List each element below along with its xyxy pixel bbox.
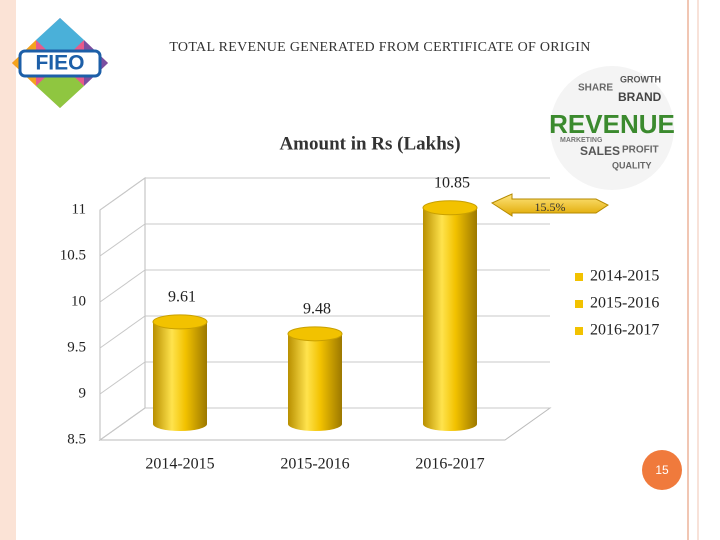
cloud-word: GROWTH [620, 74, 661, 84]
left-border [0, 0, 16, 540]
grid-line [99, 407, 550, 441]
cloud-word: SALES [580, 144, 620, 158]
bar [423, 207, 477, 431]
legend-label: 2016-2017 [590, 322, 659, 339]
y-tick-label: 10.5 [60, 247, 86, 263]
x-tick-label: 2015-2016 [280, 456, 349, 473]
cloud-word: QUALITY [612, 160, 652, 170]
word-cloud: SHARE GROWTH BRAND REVENUE SALES PROFIT … [549, 66, 675, 190]
y-tick-label: 11 [72, 201, 86, 217]
grid-line [99, 315, 550, 349]
cloud-word: REVENUE [549, 109, 675, 139]
legend-swatch [575, 273, 583, 281]
y-tick-label: 10 [71, 293, 86, 309]
grid-line [99, 223, 550, 257]
y-tick-label: 9 [79, 385, 87, 401]
annotation: 15.5% [535, 200, 566, 214]
bar-cap [287, 326, 343, 342]
logo-text: FIEO [35, 52, 84, 75]
grid-line [99, 177, 550, 211]
data-label: 10.85 [434, 174, 470, 191]
cloud-word: SHARE [578, 83, 613, 94]
data-label: 9.48 [303, 301, 331, 318]
grid-line [99, 269, 550, 303]
x-tick-label: 2016-2017 [415, 456, 484, 473]
cloud-word: PROFIT [622, 145, 659, 156]
legend-label: 2014-2015 [590, 268, 659, 285]
cloud-word: BRAND [618, 90, 662, 104]
grid-line [99, 361, 550, 395]
chart-title: Amount in Rs (Lakhs) [279, 133, 460, 154]
y-tick-label: 9.5 [67, 339, 86, 355]
logo: FIEO [12, 18, 108, 108]
legend-swatch [575, 327, 583, 335]
x-tick-label: 2014-2015 [145, 456, 214, 473]
page-badge [642, 450, 682, 490]
bar-cap [152, 314, 208, 330]
slide-title: TOTAL REVENUE GENERATED FROM CERTIFICATE… [169, 40, 590, 55]
bar [288, 333, 342, 431]
legend-swatch [575, 300, 583, 308]
cloud-word: MARKETING [560, 137, 603, 144]
bar-cap [422, 200, 478, 216]
plot: 8.5 9 9.5 10 10.5 11 2014-2015 2015-2016 2016-20… [60, 174, 660, 472]
bar [153, 321, 207, 431]
data-label: 9.61 [168, 289, 196, 306]
legend-label: 2015-2016 [590, 295, 659, 312]
y-tick-label: 8.5 [67, 431, 86, 447]
page-number: 15 [655, 463, 669, 477]
annotation-arrow [490, 193, 609, 217]
